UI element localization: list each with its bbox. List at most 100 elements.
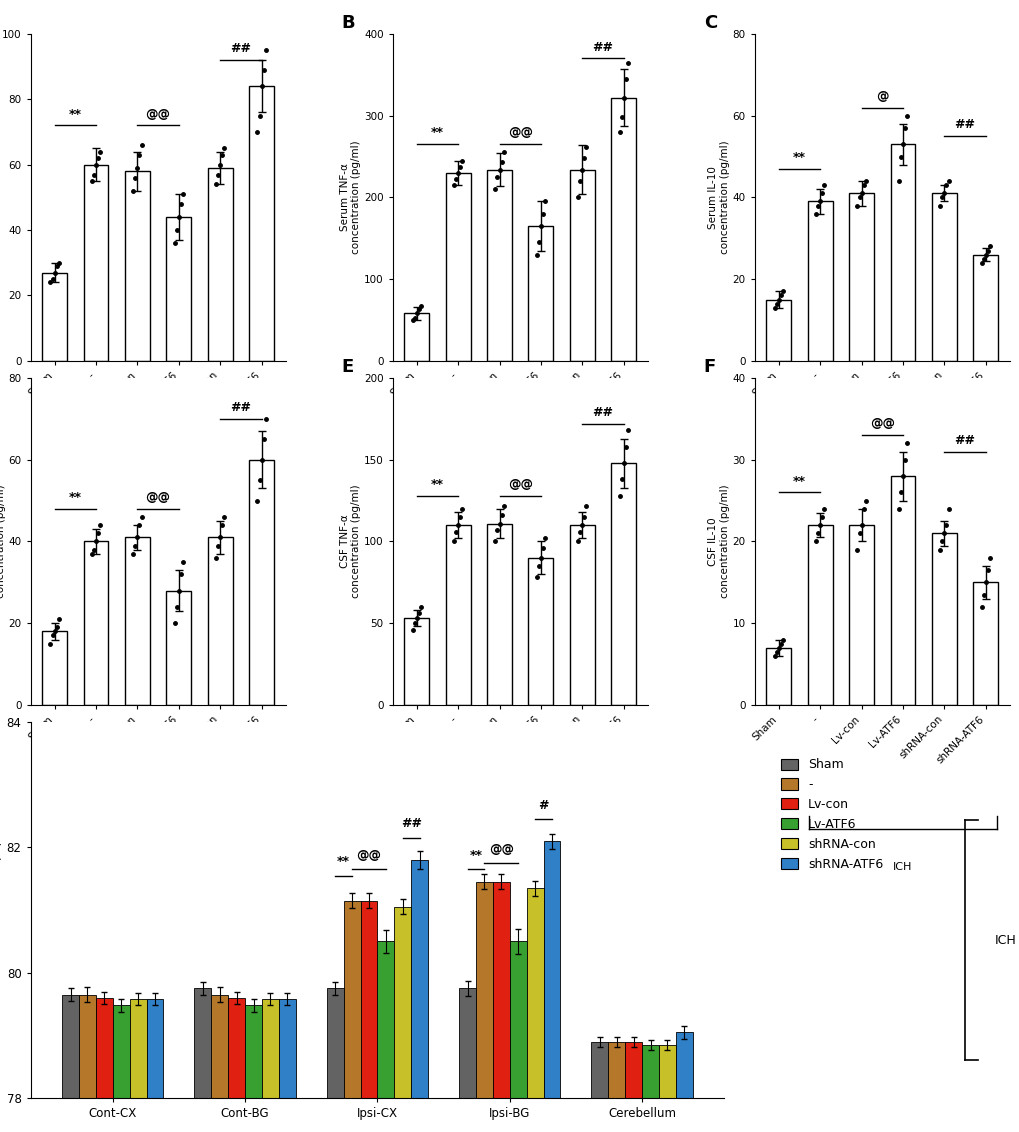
Bar <box>476 882 492 1098</box>
Bar <box>676 1032 692 1098</box>
Text: ##: ## <box>592 406 612 419</box>
Text: ICH: ICH <box>994 934 1016 946</box>
Text: #: # <box>538 799 548 812</box>
Text: **: ** <box>469 849 482 861</box>
Bar <box>528 558 552 705</box>
Bar <box>113 1005 129 1098</box>
Text: @: @ <box>875 89 888 103</box>
Text: C: C <box>703 15 716 33</box>
Bar <box>445 173 470 361</box>
Bar <box>658 1045 676 1098</box>
Bar <box>807 525 832 705</box>
Bar <box>262 1000 278 1098</box>
Bar <box>195 988 211 1098</box>
Bar <box>42 273 67 361</box>
Bar <box>642 1045 658 1098</box>
Bar <box>807 201 832 361</box>
Text: **: ** <box>68 108 82 121</box>
Y-axis label: Brain water content(%): Brain water content(%) <box>0 841 4 979</box>
Y-axis label: CSF IL-10
concentration (pg/ml): CSF IL-10 concentration (pg/ml) <box>707 484 730 599</box>
Bar <box>931 533 956 705</box>
Bar <box>249 460 274 705</box>
Legend: Sham, -, Lv-con, Lv-ATF6, shRNA-con, shRNA-ATF6: Sham, -, Lv-con, Lv-ATF6, shRNA-con, shR… <box>780 758 882 871</box>
Bar <box>890 477 914 705</box>
Text: ICH: ICH <box>893 861 912 872</box>
Bar <box>570 170 594 361</box>
Text: ##: ## <box>400 817 421 831</box>
Bar <box>765 300 791 361</box>
Bar <box>84 165 108 361</box>
Bar <box>625 1041 642 1098</box>
Bar <box>543 841 560 1098</box>
Bar <box>343 901 361 1098</box>
Bar <box>208 168 232 361</box>
Bar <box>610 463 636 705</box>
Text: ICH: ICH <box>531 517 550 528</box>
Bar <box>570 525 594 705</box>
Bar <box>765 648 791 705</box>
Text: **: ** <box>792 151 805 164</box>
Bar <box>492 882 510 1098</box>
Text: @@: @@ <box>507 127 532 139</box>
Bar <box>411 860 428 1098</box>
Bar <box>278 1000 296 1098</box>
Text: ##: ## <box>954 118 974 131</box>
Bar <box>42 632 67 705</box>
Text: **: ** <box>430 478 443 491</box>
Text: ##: ## <box>954 434 974 447</box>
Bar <box>890 144 914 361</box>
Bar <box>487 170 512 361</box>
Bar <box>849 194 873 361</box>
Bar <box>849 525 873 705</box>
Bar <box>326 988 343 1098</box>
Bar <box>96 997 113 1098</box>
Text: **: ** <box>430 127 443 139</box>
Bar <box>147 1000 163 1098</box>
Bar <box>78 995 96 1098</box>
Bar <box>610 97 636 361</box>
Bar <box>377 942 394 1098</box>
Text: B: B <box>341 15 355 33</box>
Text: @@: @@ <box>357 849 381 861</box>
Bar <box>487 523 512 705</box>
Text: @@: @@ <box>146 108 170 121</box>
Bar <box>125 171 150 361</box>
Bar <box>245 1005 262 1098</box>
Bar <box>129 1000 147 1098</box>
Y-axis label: Serum IL-10
concentration (pg/ml): Serum IL-10 concentration (pg/ml) <box>707 140 730 255</box>
Bar <box>404 314 429 361</box>
Text: **: ** <box>68 491 82 504</box>
Bar <box>208 538 232 705</box>
Bar <box>166 591 191 705</box>
Text: @@: @@ <box>488 842 514 856</box>
Text: ##: ## <box>230 42 251 55</box>
Bar <box>972 582 998 705</box>
Text: F: F <box>703 359 715 377</box>
Text: ICH: ICH <box>893 517 912 528</box>
Bar <box>931 194 956 361</box>
Text: **: ** <box>337 855 350 868</box>
Bar <box>249 86 274 361</box>
Text: ##: ## <box>230 401 251 414</box>
Text: ICH: ICH <box>169 861 189 872</box>
Bar <box>361 901 377 1098</box>
Text: ICH: ICH <box>531 861 550 872</box>
Bar <box>607 1041 625 1098</box>
Bar <box>125 538 150 705</box>
Bar <box>211 995 228 1098</box>
Bar <box>445 525 470 705</box>
Bar <box>404 618 429 705</box>
Bar <box>972 255 998 361</box>
Text: E: E <box>341 359 354 377</box>
Y-axis label: CSF TNF-α
concentration (pg/ml): CSF TNF-α concentration (pg/ml) <box>339 484 361 599</box>
Text: @@: @@ <box>146 491 170 504</box>
Bar <box>459 988 476 1098</box>
Bar <box>166 217 191 361</box>
Bar <box>84 541 108 705</box>
Bar <box>62 995 78 1098</box>
Bar <box>591 1041 607 1098</box>
Text: @@: @@ <box>869 418 894 430</box>
Text: @@: @@ <box>507 478 532 491</box>
Text: **: ** <box>792 474 805 488</box>
Text: ICH: ICH <box>169 517 189 528</box>
